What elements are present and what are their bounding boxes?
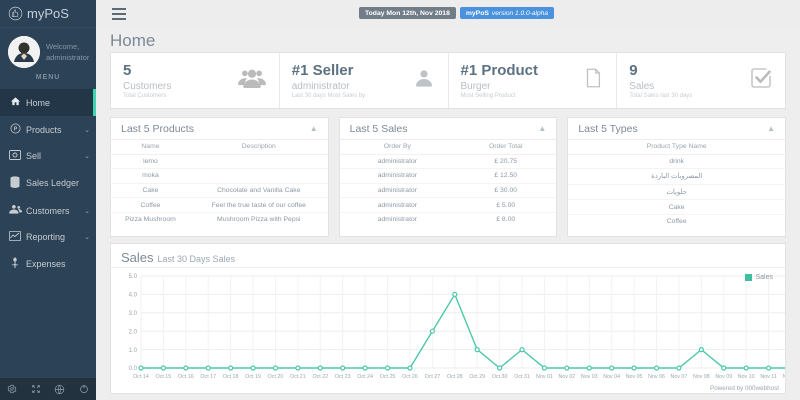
svg-text:Oct 23: Oct 23 [335,374,351,380]
svg-text:P: P [13,126,17,132]
svg-text:Nov 08: Nov 08 [693,374,710,380]
svg-text:0.0: 0.0 [129,366,138,372]
svg-text:Oct 29: Oct 29 [469,374,485,380]
svg-text:3.0: 3.0 [129,311,138,317]
svg-text:Oct 30: Oct 30 [492,374,508,380]
svg-text:Nov 06: Nov 06 [648,374,665,380]
svg-text:Oct 26: Oct 26 [402,374,418,380]
svg-text:Nov 07: Nov 07 [671,374,688,380]
svg-text:Nov 04: Nov 04 [603,374,620,380]
svg-text:Nov 01: Nov 01 [536,374,553,380]
svg-text:Oct 18: Oct 18 [223,374,239,380]
svg-text:Oct 19: Oct 19 [245,374,261,380]
svg-text:5.0: 5.0 [129,274,138,280]
svg-text:Nov 11: Nov 11 [760,374,776,380]
svg-text:Oct 24: Oct 24 [357,374,373,380]
svg-text:Oct 15: Oct 15 [156,374,172,380]
svg-text:Nov 03: Nov 03 [581,374,598,380]
svg-text:Nov 02: Nov 02 [558,374,575,380]
svg-text:Oct 14: Oct 14 [133,374,149,380]
svg-text:2.0: 2.0 [129,329,138,335]
svg-text:Nov 10: Nov 10 [738,374,755,380]
svg-text:Oct 17: Oct 17 [200,374,216,380]
svg-text:Nov 12: Nov 12 [783,374,786,380]
svg-text:Nov 09: Nov 09 [715,374,732,380]
svg-text:Nov 05: Nov 05 [626,374,643,380]
svg-text:Oct 31: Oct 31 [514,374,530,380]
svg-text:Oct 25: Oct 25 [380,374,396,380]
svg-text:Oct 22: Oct 22 [313,374,329,380]
svg-text:Oct 21: Oct 21 [290,374,306,380]
svg-text:Oct 20: Oct 20 [268,374,284,380]
svg-text:Oct 27: Oct 27 [425,374,441,380]
svg-text:Oct 16: Oct 16 [178,374,194,380]
svg-text:1.0: 1.0 [129,348,138,354]
svg-text:Oct 28: Oct 28 [447,374,463,380]
svg-text:4.0: 4.0 [129,293,138,299]
